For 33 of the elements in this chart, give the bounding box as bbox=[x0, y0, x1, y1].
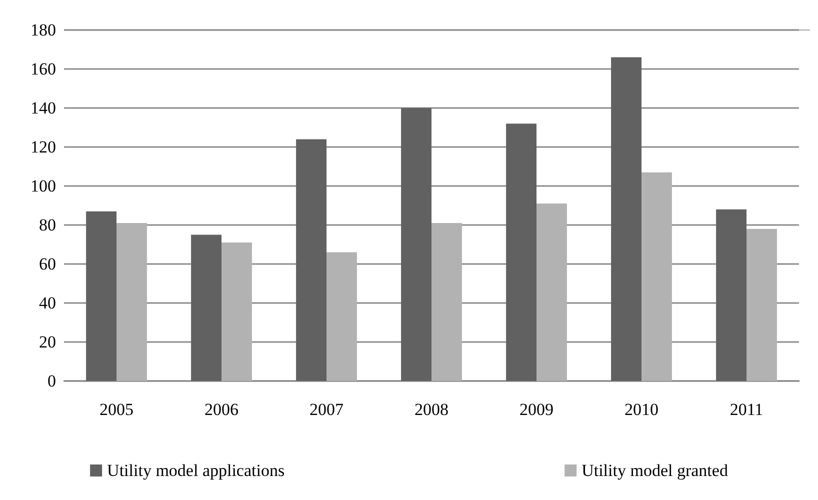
x-tick-label: 2009 bbox=[520, 400, 554, 419]
y-tick-label: 120 bbox=[30, 138, 56, 156]
y-tick-label: 180 bbox=[30, 20, 56, 40]
bar bbox=[506, 124, 536, 381]
x-tick-label: 2006 bbox=[204, 400, 238, 419]
y-tick-label: 0 bbox=[48, 372, 56, 390]
y-tick-label: 160 bbox=[30, 60, 56, 78]
bar bbox=[191, 234, 222, 381]
y-tick-label: 20 bbox=[39, 332, 56, 352]
y-tick-label: 100 bbox=[30, 176, 56, 196]
y-tick-label: 140 bbox=[30, 98, 56, 118]
bar bbox=[86, 211, 116, 381]
bar bbox=[642, 172, 672, 381]
bar bbox=[746, 228, 777, 381]
x-tick-label: 2007 bbox=[310, 400, 344, 419]
bar bbox=[432, 223, 462, 381]
bar bbox=[716, 209, 746, 381]
x-tick-label: 2010 bbox=[624, 400, 658, 419]
bar bbox=[222, 242, 252, 381]
x-tick-label: 2005 bbox=[100, 400, 134, 419]
bar bbox=[116, 223, 147, 381]
x-tick-label: 2011 bbox=[730, 400, 764, 419]
bar bbox=[296, 139, 326, 381]
y-tick-label: 40 bbox=[39, 294, 56, 312]
bar bbox=[536, 204, 567, 381]
legend-label: Utility model granted bbox=[582, 461, 728, 480]
y-tick-label: 60 bbox=[39, 254, 56, 274]
bar bbox=[401, 108, 432, 381]
legend-label: Utility model applications bbox=[107, 461, 285, 480]
bar bbox=[326, 252, 357, 381]
x-tick-label: 2008 bbox=[414, 400, 448, 419]
bar bbox=[611, 57, 642, 381]
y-tick-label: 80 bbox=[39, 216, 56, 234]
